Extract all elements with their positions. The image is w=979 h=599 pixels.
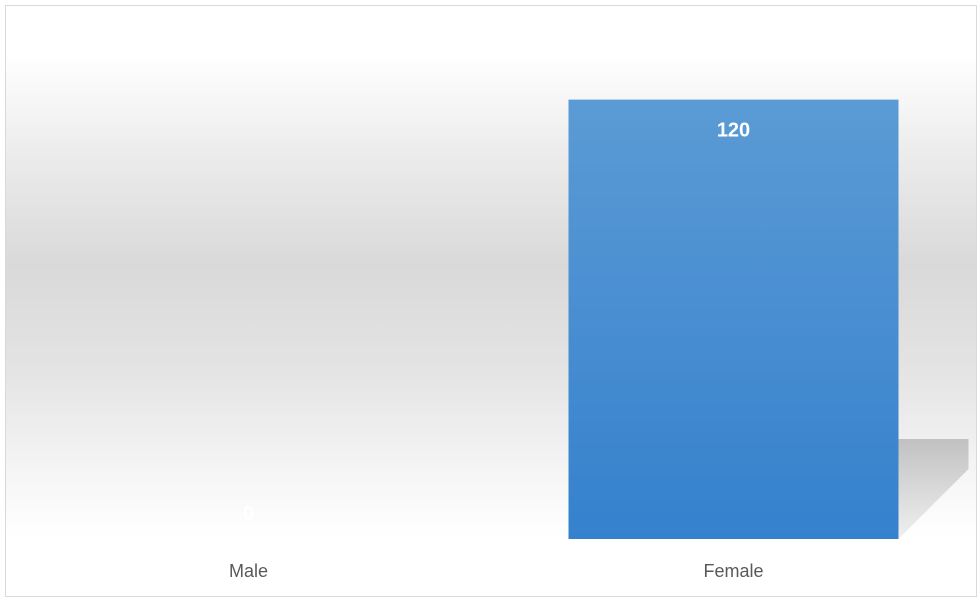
data-label-male: 0 xyxy=(243,503,254,525)
bar-chart: 0 Male 120 Female xyxy=(229,99,969,581)
bar-shadow xyxy=(898,439,969,539)
labels-layer: 0 Male 120 Female xyxy=(229,120,764,581)
chart-area: 0 Male 120 Female xyxy=(5,5,977,597)
category-label-female: Female xyxy=(703,561,763,581)
bar-female xyxy=(568,99,899,539)
bars-layer xyxy=(568,99,969,539)
data-label-female: 120 xyxy=(717,120,750,142)
category-label-male: Male xyxy=(229,561,268,581)
